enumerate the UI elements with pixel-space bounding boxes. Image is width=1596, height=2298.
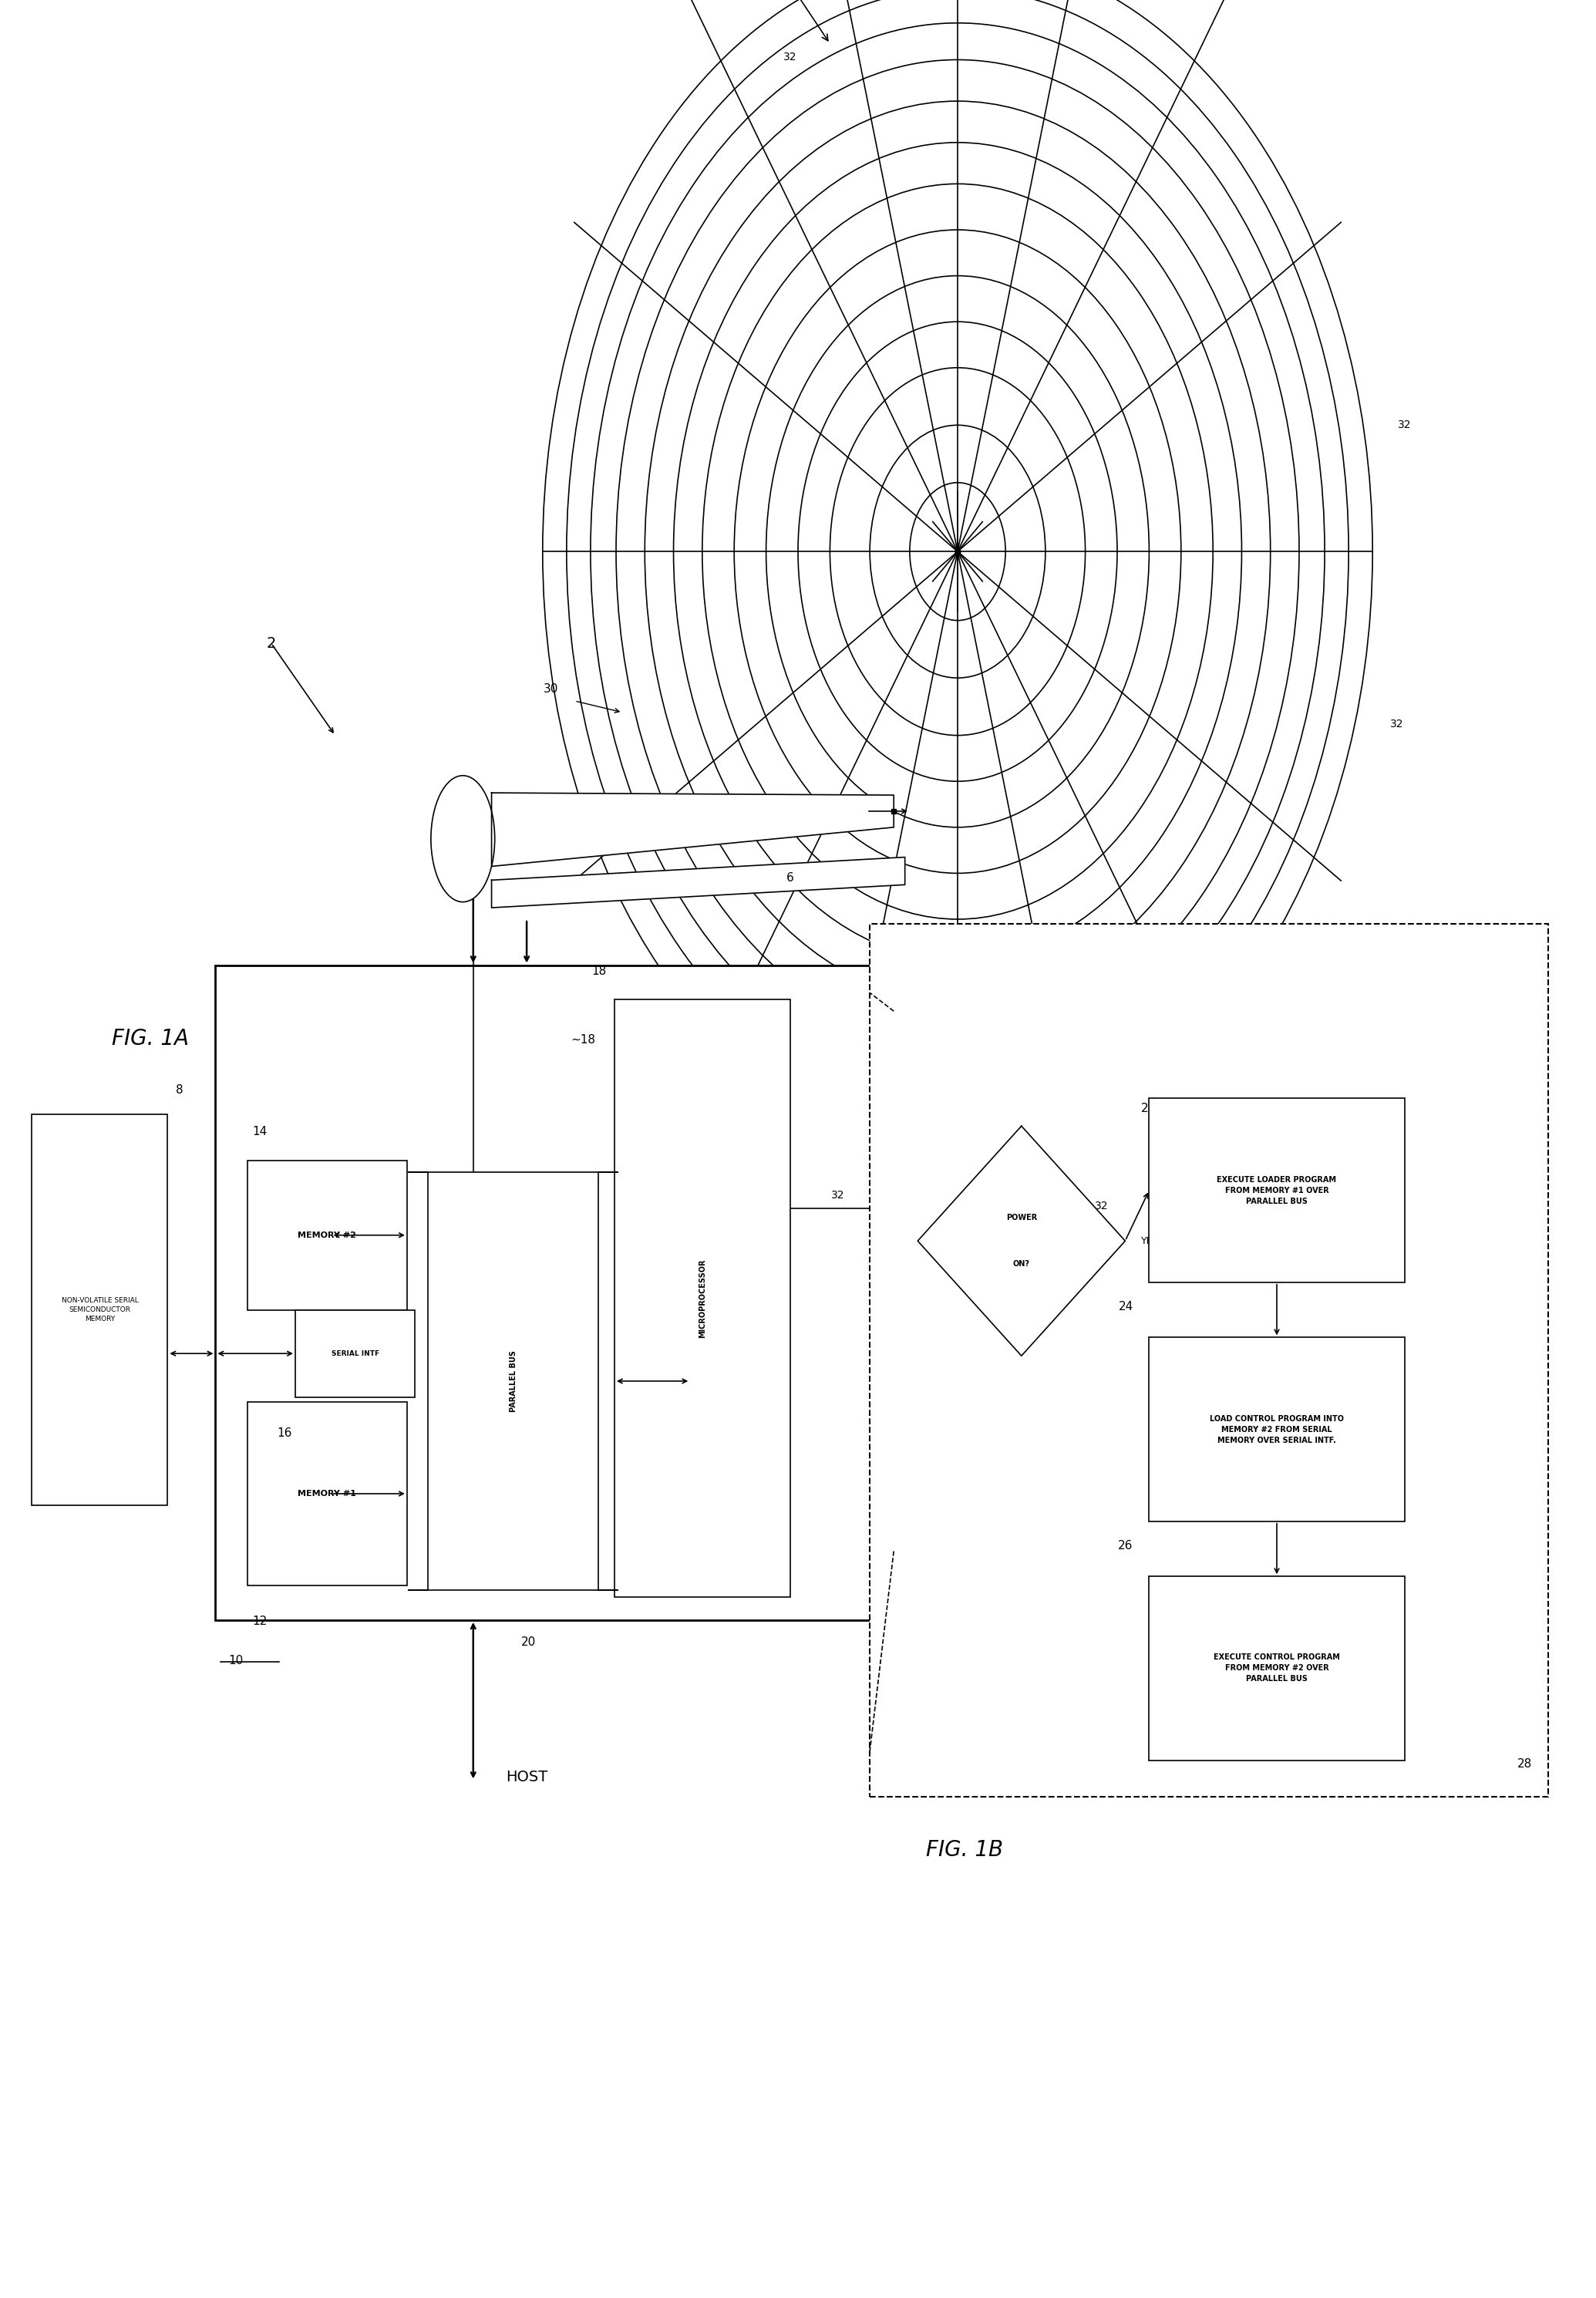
Text: HOST: HOST <box>506 1769 547 1783</box>
Text: MEMORY #2: MEMORY #2 <box>298 1232 356 1239</box>
FancyBboxPatch shape <box>614 1000 790 1597</box>
Text: NON-VOLATILE SERIAL
SEMICONDUCTOR
MEMORY: NON-VOLATILE SERIAL SEMICONDUCTOR MEMORY <box>61 1298 139 1321</box>
Text: 6: 6 <box>787 871 793 885</box>
Polygon shape <box>918 1126 1125 1356</box>
Text: FIG. 1B: FIG. 1B <box>926 1838 1002 1861</box>
Text: 20: 20 <box>520 1636 536 1648</box>
Text: 28: 28 <box>1518 1758 1532 1769</box>
Text: FIG. 1A: FIG. 1A <box>112 1027 188 1050</box>
FancyBboxPatch shape <box>32 1115 168 1505</box>
Text: 22: 22 <box>1141 1103 1156 1115</box>
Text: EXECUTE CONTROL PROGRAM
FROM MEMORY #2 OVER
PARALLEL BUS: EXECUTE CONTROL PROGRAM FROM MEMORY #2 O… <box>1213 1655 1341 1682</box>
Text: 18: 18 <box>592 965 606 977</box>
Text: 10: 10 <box>228 1655 243 1666</box>
FancyBboxPatch shape <box>1149 1337 1404 1521</box>
Text: EXECUTE LOADER PROGRAM
FROM MEMORY #1 OVER
PARALLEL BUS: EXECUTE LOADER PROGRAM FROM MEMORY #1 OV… <box>1218 1177 1336 1204</box>
Text: 24: 24 <box>1119 1301 1133 1312</box>
Text: POWER: POWER <box>1005 1213 1037 1223</box>
Text: 30: 30 <box>544 683 559 696</box>
Text: 8: 8 <box>176 1085 184 1096</box>
Text: 32: 32 <box>1095 1202 1108 1211</box>
Text: 16: 16 <box>278 1427 292 1439</box>
Text: 32: 32 <box>1398 421 1411 430</box>
Text: MICROPROCESSOR: MICROPROCESSOR <box>699 1259 705 1337</box>
Polygon shape <box>492 857 905 908</box>
FancyBboxPatch shape <box>247 1402 407 1586</box>
Text: YES: YES <box>1141 1236 1159 1246</box>
FancyBboxPatch shape <box>295 1310 415 1397</box>
Text: ON?: ON? <box>1013 1259 1029 1268</box>
Polygon shape <box>492 793 894 866</box>
Text: MEMORY #1: MEMORY #1 <box>298 1489 356 1498</box>
Text: 26: 26 <box>1119 1540 1133 1551</box>
FancyBboxPatch shape <box>215 965 894 1620</box>
Polygon shape <box>409 1172 618 1590</box>
Text: 32: 32 <box>967 1213 980 1223</box>
Text: 32: 32 <box>832 1190 844 1200</box>
FancyBboxPatch shape <box>870 924 1548 1797</box>
Text: PARALLEL BUS: PARALLEL BUS <box>509 1351 517 1411</box>
Text: 32: 32 <box>784 53 796 62</box>
Text: 14: 14 <box>252 1126 267 1138</box>
FancyBboxPatch shape <box>247 1160 407 1310</box>
Text: ~18: ~18 <box>571 1034 595 1046</box>
Text: 2: 2 <box>267 637 276 650</box>
Text: LOAD CONTROL PROGRAM INTO
MEMORY #2 FROM SERIAL
MEMORY OVER SERIAL INTF.: LOAD CONTROL PROGRAM INTO MEMORY #2 FROM… <box>1210 1416 1344 1443</box>
FancyBboxPatch shape <box>1149 1576 1404 1760</box>
Text: 12: 12 <box>252 1615 267 1627</box>
FancyBboxPatch shape <box>1149 1098 1404 1282</box>
Ellipse shape <box>431 777 495 903</box>
Text: 32: 32 <box>1390 719 1403 728</box>
Text: SERIAL INTF: SERIAL INTF <box>330 1349 380 1358</box>
Text: 4: 4 <box>705 0 828 41</box>
